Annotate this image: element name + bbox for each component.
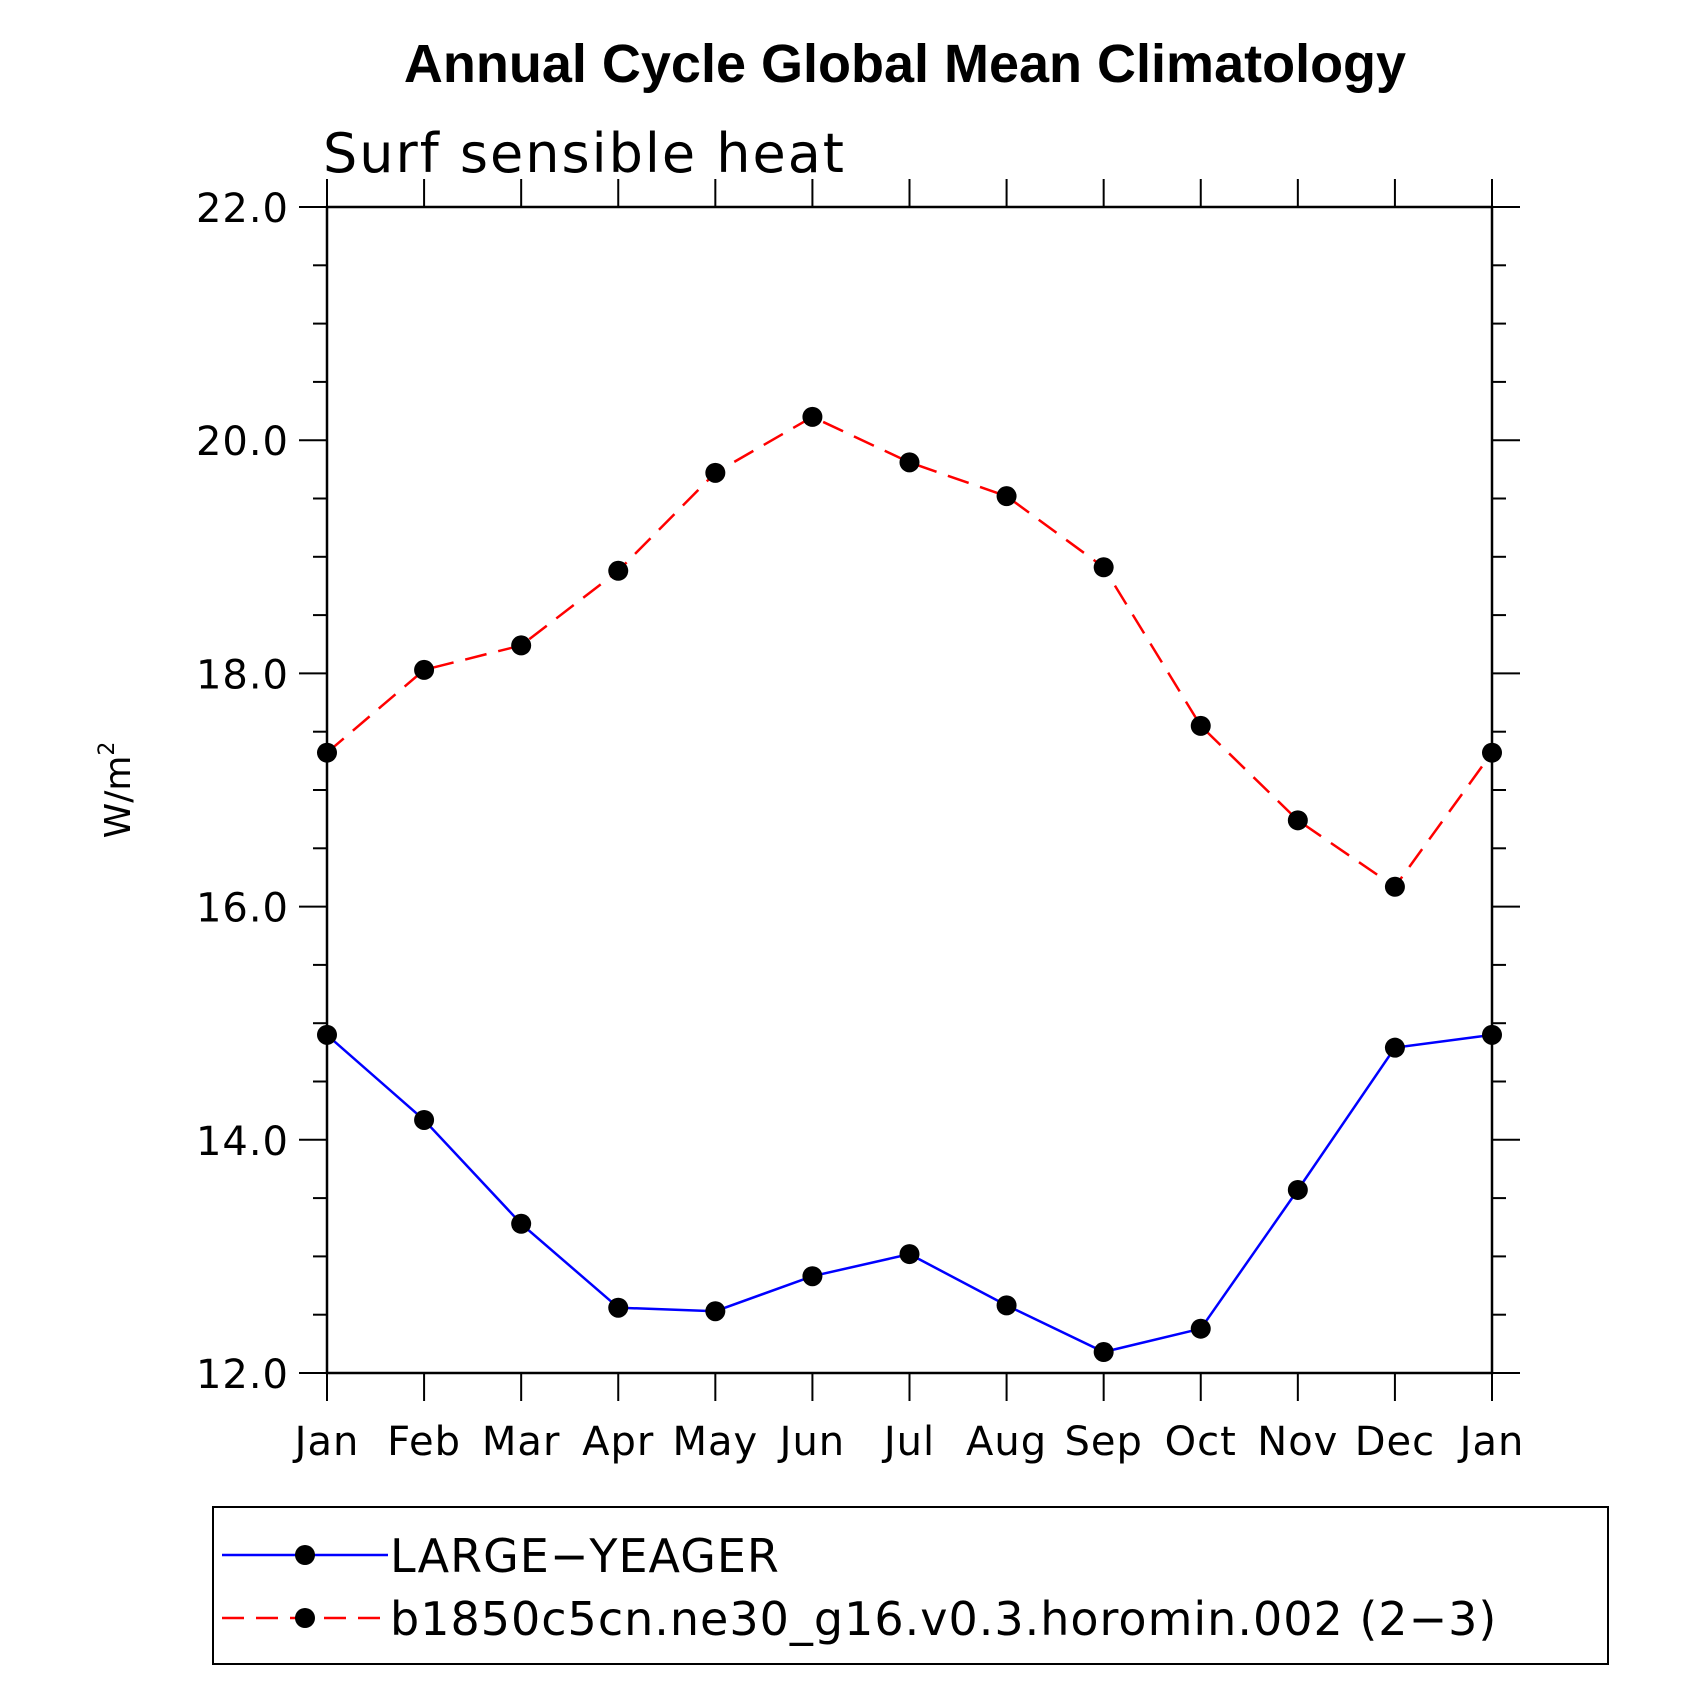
chart-subtitle: Surf sensible heat <box>323 122 846 185</box>
legend-box <box>212 1506 1609 1665</box>
data-point-series-1 <box>996 1295 1017 1316</box>
data-point-series-1 <box>1384 1037 1405 1058</box>
x-tick-label: Jan <box>292 1419 360 1465</box>
x-tick-label: Aug <box>966 1419 1047 1465</box>
legend: LARGE−YEAGER b1850c5cn.ne30_g16.v0.3.horo… <box>212 1506 1609 1665</box>
data-point-series-1 <box>608 1297 629 1318</box>
data-series <box>317 406 1502 1363</box>
x-tick-label: Mar <box>482 1419 560 1465</box>
y-tick-label: 16.0 <box>196 886 289 932</box>
data-point-series-1 <box>1190 1318 1211 1339</box>
y-tick-label: 22.0 <box>196 186 289 232</box>
y-axis-label-superscript: 2 <box>95 742 120 756</box>
legend-marker-1 <box>295 1545 315 1565</box>
x-tick-label: Oct <box>1165 1419 1237 1465</box>
data-point-series-1 <box>899 1244 920 1265</box>
data-point-series-2 <box>899 452 920 473</box>
x-tick-label: Sep <box>1064 1419 1142 1465</box>
y-tick-label: 20.0 <box>196 419 289 465</box>
chart-title: Annual Cycle Global Mean Climatology <box>404 34 1406 94</box>
data-point-series-2 <box>802 406 823 427</box>
data-point-series-2 <box>414 659 435 680</box>
data-point-series-2 <box>1190 715 1211 736</box>
data-point-series-2 <box>1384 876 1405 897</box>
x-tick-label: May <box>672 1419 758 1465</box>
data-point-series-1 <box>511 1213 532 1234</box>
data-point-series-1 <box>705 1301 726 1322</box>
y-tick-label: 14.0 <box>196 1119 289 1165</box>
data-point-series-2 <box>705 462 726 483</box>
data-point-series-2 <box>1093 557 1114 578</box>
legend-label-2: b1850c5cn.ne30_g16.v0.3.horomin.002 (2−3… <box>390 1592 1497 1646</box>
data-point-series-1 <box>802 1266 823 1287</box>
data-point-series-2 <box>511 635 532 656</box>
x-tick-label: Apr <box>582 1419 654 1465</box>
data-point-series-2 <box>608 560 629 581</box>
x-tick-label: Jul <box>881 1419 935 1465</box>
x-tick-label: Nov <box>1257 1419 1338 1465</box>
y-tick-label: 12.0 <box>196 1352 289 1398</box>
data-point-series-1 <box>1093 1342 1114 1363</box>
x-tick-label: Jun <box>777 1419 846 1465</box>
series-line-1 <box>326 1033 1493 1354</box>
legend-label-1: LARGE−YEAGER <box>390 1529 780 1583</box>
data-point-series-2 <box>1287 810 1308 831</box>
data-point-series-1 <box>1287 1179 1308 1200</box>
x-tick-label: Feb <box>387 1419 461 1465</box>
y-tick-label: 18.0 <box>196 652 289 698</box>
data-point-series-2 <box>996 486 1017 507</box>
y-axis-label-group: W/m2 <box>95 742 139 839</box>
y-axis-label: W/m <box>98 756 139 839</box>
x-tick-label: Jan <box>1457 1419 1525 1465</box>
series-line-2 <box>326 415 1494 889</box>
data-point-series-1 <box>414 1109 435 1130</box>
plot-frame <box>325 205 1494 1375</box>
x-tick-label: Dec <box>1355 1419 1435 1465</box>
axis-ticks: 12.0 14.0 16.0 18.0 20.0 22.0 Jan Feb Mar Apr May J… <box>196 179 1525 1465</box>
legend-marker-2 <box>295 1608 315 1628</box>
svg-text:W/m2: W/m2 <box>95 742 139 839</box>
